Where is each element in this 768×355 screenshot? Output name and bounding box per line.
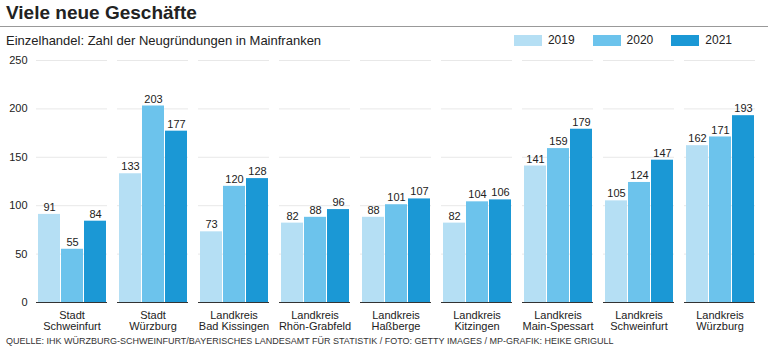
- svg-text:LandkreisSchweinfurt: LandkreisSchweinfurt: [610, 309, 667, 332]
- html-text:2021: 2021: [705, 33, 732, 47]
- svg-text:LandkreisWürzburg: LandkreisWürzburg: [696, 309, 744, 332]
- svg-text:162: 162: [688, 132, 706, 144]
- svg-text:73: 73: [205, 218, 217, 230]
- html-text:QUELLE: IHK WÜRZBURG-SCHWEINFU: QUELLE: IHK WÜRZBURG-SCHWEINFURT/BAYERIS…: [6, 336, 614, 346]
- svg-text:133: 133: [121, 160, 139, 172]
- svg-text:LandkreisBad Kissingen: LandkreisBad Kissingen: [199, 309, 269, 332]
- svg-text:107: 107: [410, 185, 428, 197]
- svg-text:96: 96: [332, 196, 344, 208]
- svg-text:120: 120: [225, 173, 243, 185]
- svg-text:171: 171: [711, 123, 729, 135]
- svg-text:91: 91: [43, 201, 55, 213]
- svg-text:LandkreisMain-Spessart: LandkreisMain-Spessart: [523, 309, 594, 332]
- svg-text:159: 159: [549, 135, 567, 147]
- svg-text:55: 55: [66, 236, 78, 248]
- svg-text:100: 100: [9, 199, 27, 211]
- svg-text:150: 150: [9, 151, 27, 163]
- svg-text:88: 88: [367, 204, 379, 216]
- svg-text:177: 177: [167, 118, 185, 130]
- svg-text:101: 101: [387, 191, 405, 203]
- svg-text:106: 106: [491, 186, 509, 198]
- html-text:2019: 2019: [547, 33, 575, 47]
- html-text:Einzelhandel: Zahl der Neugrün: Einzelhandel: Zahl der Neugründungen in …: [6, 32, 322, 48]
- html-text:2020: 2020: [626, 33, 654, 47]
- svg-text:88: 88: [309, 204, 321, 216]
- svg-text:0: 0: [21, 296, 27, 308]
- svg-text:203: 203: [144, 93, 162, 105]
- svg-text:250: 250: [9, 54, 27, 66]
- svg-text:StadtWürzburg: StadtWürzburg: [129, 309, 177, 332]
- svg-text:128: 128: [248, 165, 266, 177]
- svg-text:50: 50: [15, 248, 27, 260]
- svg-text:LandkreisKitzingen: LandkreisKitzingen: [453, 309, 501, 332]
- svg-text:179: 179: [572, 116, 590, 128]
- svg-text:StadtSchweinfurt: StadtSchweinfurt: [43, 309, 100, 332]
- svg-text:105: 105: [607, 187, 625, 199]
- svg-text:200: 200: [9, 102, 27, 114]
- svg-text:84: 84: [89, 208, 101, 220]
- svg-text:104: 104: [468, 188, 486, 200]
- svg-text:147: 147: [653, 147, 671, 159]
- svg-text:141: 141: [526, 153, 544, 165]
- svg-text:82: 82: [448, 210, 460, 222]
- svg-text:124: 124: [630, 169, 648, 181]
- svg-text:82: 82: [286, 210, 298, 222]
- html-text:Viele neue Geschäfte: Viele neue Geschäfte: [6, 2, 197, 23]
- svg-text:LandkreisRhön-Grabfeld: LandkreisRhön-Grabfeld: [279, 309, 351, 332]
- svg-text:LandkreisHaßberge: LandkreisHaßberge: [372, 309, 421, 332]
- svg-text:193: 193: [734, 102, 752, 114]
